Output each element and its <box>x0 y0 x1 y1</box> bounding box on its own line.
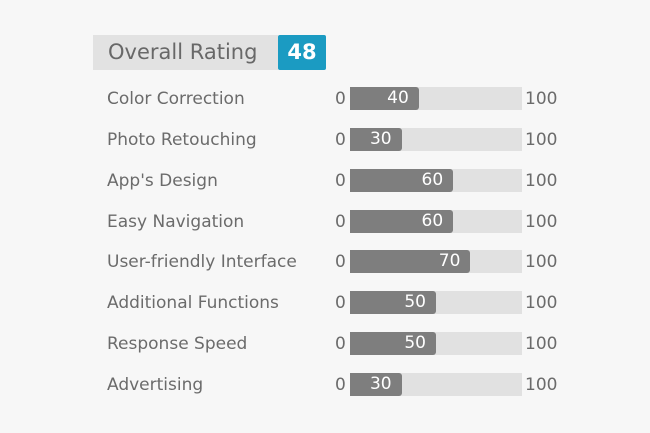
rating-bar-fill: 60 <box>350 210 454 233</box>
scale-max-label: 100 <box>525 89 558 109</box>
rating-label: Photo Retouching <box>107 130 257 150</box>
rating-bar-track: 40 <box>350 87 522 110</box>
rating-bar-track: 30 <box>350 373 522 396</box>
scale-max-label: 100 <box>525 375 558 395</box>
rating-value: 70 <box>438 251 461 271</box>
scale-max-label: 100 <box>525 171 558 191</box>
rating-row-easy-navigation: Easy Navigation 0 60 100 <box>0 210 650 234</box>
rating-bar-fill: 50 <box>350 291 436 314</box>
rating-label: Color Correction <box>107 89 245 109</box>
scale-min-label: 0 <box>335 212 346 232</box>
rating-value: 30 <box>369 374 392 394</box>
overall-rating-header: Overall Rating <box>93 35 325 70</box>
rating-bar-fill: 30 <box>350 128 402 151</box>
rating-bar-fill: 30 <box>350 373 402 396</box>
overall-rating-score-badge: 48 <box>278 35 326 70</box>
rating-label: Advertising <box>107 375 204 395</box>
rating-value: 30 <box>369 129 392 149</box>
rating-row-advertising: Advertising 0 30 100 <box>0 373 650 397</box>
rating-label: Easy Navigation <box>107 212 245 232</box>
scale-max-label: 100 <box>525 293 558 313</box>
overall-rating-title: Overall Rating <box>93 35 278 70</box>
rating-value: 50 <box>404 292 426 312</box>
rating-row-photo-retouching: Photo Retouching 0 30 100 <box>0 128 650 152</box>
scale-min-label: 0 <box>335 375 346 395</box>
scale-max-label: 100 <box>525 212 558 232</box>
rating-bar-track: 60 <box>350 210 522 233</box>
scale-min-label: 0 <box>335 171 346 191</box>
scale-max-label: 100 <box>525 334 558 354</box>
rating-bar-fill: 40 <box>350 87 419 110</box>
rating-row-user-friendly-interface: User-friendly Interface 0 70 100 <box>0 250 650 274</box>
rating-label: User-friendly Interface <box>107 252 297 272</box>
scale-min-label: 0 <box>335 293 346 313</box>
rating-value: 40 <box>387 88 409 108</box>
rating-row-additional-functions: Additional Functions 0 50 100 <box>0 291 650 315</box>
rating-value: 60 <box>421 170 444 190</box>
rating-row-color-correction: Color Correction 0 40 100 <box>0 87 650 111</box>
scale-max-label: 100 <box>525 130 558 150</box>
rating-value: 50 <box>404 333 426 353</box>
scale-min-label: 0 <box>335 89 346 109</box>
rating-bar-fill: 60 <box>350 169 454 192</box>
rating-bar-fill: 70 <box>350 250 471 273</box>
rating-bar-track: 50 <box>350 332 522 355</box>
rating-label: Additional Functions <box>107 293 279 313</box>
scale-min-label: 0 <box>335 334 346 354</box>
rating-label: Response Speed <box>107 334 248 354</box>
rating-row-apps-design: App's Design 0 60 100 <box>0 169 650 193</box>
rating-bar-track: 50 <box>350 291 522 314</box>
rating-bar-track: 70 <box>350 250 522 273</box>
rating-bar-track: 30 <box>350 128 522 151</box>
scale-min-label: 0 <box>335 130 346 150</box>
rating-bar-track: 60 <box>350 169 522 192</box>
scale-max-label: 100 <box>525 252 558 272</box>
rating-bar-fill: 50 <box>350 332 436 355</box>
scale-min-label: 0 <box>335 252 346 272</box>
rating-row-response-speed: Response Speed 0 50 100 <box>0 332 650 356</box>
rating-label: App's Design <box>107 171 218 191</box>
rating-value: 60 <box>421 211 444 231</box>
